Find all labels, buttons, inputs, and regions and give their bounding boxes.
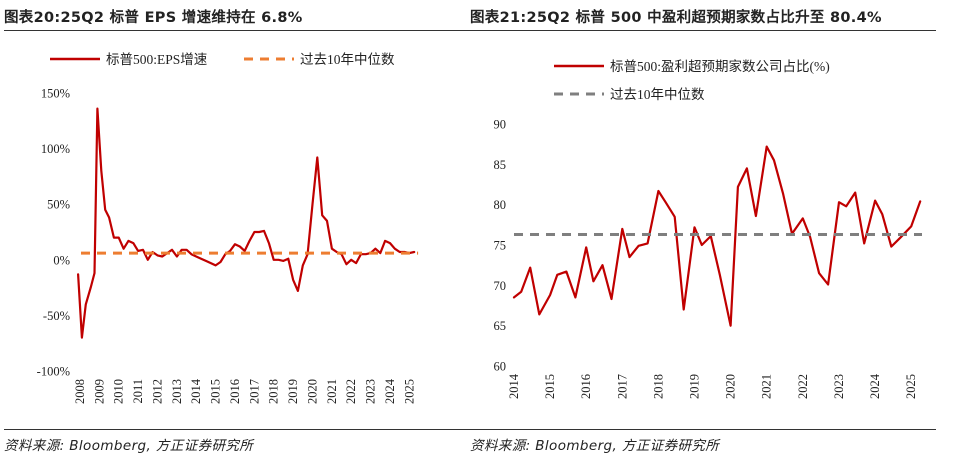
x-tick-label: 2016 xyxy=(579,374,593,399)
x-tick-label: 2012 xyxy=(150,379,164,404)
x-tick-label: 2018 xyxy=(267,379,281,404)
x-tick-label: 2014 xyxy=(189,378,203,404)
y-tick-label: -100% xyxy=(37,365,70,379)
chart-title: 图表20:25Q2 标普 EPS 增速维持在 6.8% xyxy=(4,10,303,26)
x-tick-label: 2019 xyxy=(286,379,300,404)
y-tick-label: 80 xyxy=(494,198,507,212)
x-tick-label: 2023 xyxy=(832,374,846,399)
y-tick-label: 75 xyxy=(494,239,507,253)
x-tick-label: 2014 xyxy=(507,373,521,399)
y-tick-label: 100% xyxy=(41,142,70,156)
y-tick-label: 70 xyxy=(494,279,507,293)
source-divider xyxy=(4,429,470,430)
x-tick-label: 2020 xyxy=(724,374,738,399)
x-tick-label: 2010 xyxy=(112,379,126,404)
x-tick-label: 2023 xyxy=(364,379,378,404)
y-tick-label: 50% xyxy=(47,198,70,212)
x-tick-label: 2017 xyxy=(615,374,629,399)
y-tick-label: -50% xyxy=(43,309,70,323)
x-tick-label: 2022 xyxy=(796,374,810,399)
x-tick-label: 2009 xyxy=(92,379,106,404)
x-tick-label: 2025 xyxy=(904,374,918,399)
title-divider xyxy=(470,30,936,31)
x-tick-label: 2017 xyxy=(247,379,261,404)
chart-panel-beat-ratio: 图表21:25Q2 标普 500 中盈利超预期家数占比升至 80.4% 90 85… xyxy=(470,0,936,464)
y-tick-label: 150% xyxy=(41,87,70,101)
eps-growth-line-chart: 150% 100% 50% 0% -50% -100%2008 2009 2010 2011 20… xyxy=(37,52,419,404)
title-divider xyxy=(4,30,470,31)
x-tick-label: 2022 xyxy=(344,379,358,404)
y-tick-label: 85 xyxy=(494,158,507,172)
legend-label-0: 标普500:盈利超预期家数公司占比(%) xyxy=(610,58,830,74)
x-tick-label: 2015 xyxy=(209,379,223,404)
source-note: 资料来源: Bloomberg, 方正证券研究所 xyxy=(470,438,720,454)
x-tick-label: 2025 xyxy=(402,379,416,404)
source-note: 资料来源: Bloomberg, 方正证券研究所 xyxy=(4,438,254,454)
y-tick-label: 90 xyxy=(494,118,507,132)
x-tick-label: 2024 xyxy=(868,373,882,399)
x-tick-label: 2008 xyxy=(73,379,87,404)
legend-label-0: 标普500:EPS增速 xyxy=(106,52,207,67)
x-tick-label: 2021 xyxy=(760,374,774,399)
y-tick-label: 0% xyxy=(53,253,70,267)
chart-panel-eps-growth: 图表20:25Q2 标普 EPS 增速维持在 6.8% 150% 100% 50% 0… xyxy=(4,0,470,464)
series-line-0 xyxy=(512,145,922,327)
legend-label-1: 过去10年中位数 xyxy=(300,52,395,67)
x-tick-label: 2016 xyxy=(228,379,242,404)
x-tick-label: 2011 xyxy=(131,379,145,404)
y-tick-label: 65 xyxy=(494,319,507,333)
x-tick-label: 2021 xyxy=(325,379,339,404)
x-tick-label: 2015 xyxy=(543,374,557,399)
x-tick-label: 2024 xyxy=(383,378,397,404)
x-tick-label: 2020 xyxy=(305,379,319,404)
source-divider xyxy=(470,429,936,430)
chart-title: 图表21:25Q2 标普 500 中盈利超预期家数占比升至 80.4% xyxy=(470,10,882,26)
x-tick-label: 2019 xyxy=(688,374,702,399)
series-line-0 xyxy=(76,107,416,339)
x-tick-label: 2013 xyxy=(170,379,184,404)
y-tick-label: 60 xyxy=(494,360,507,374)
x-tick-label: 2018 xyxy=(651,374,665,399)
legend-label-1: 过去10年中位数 xyxy=(610,87,705,102)
